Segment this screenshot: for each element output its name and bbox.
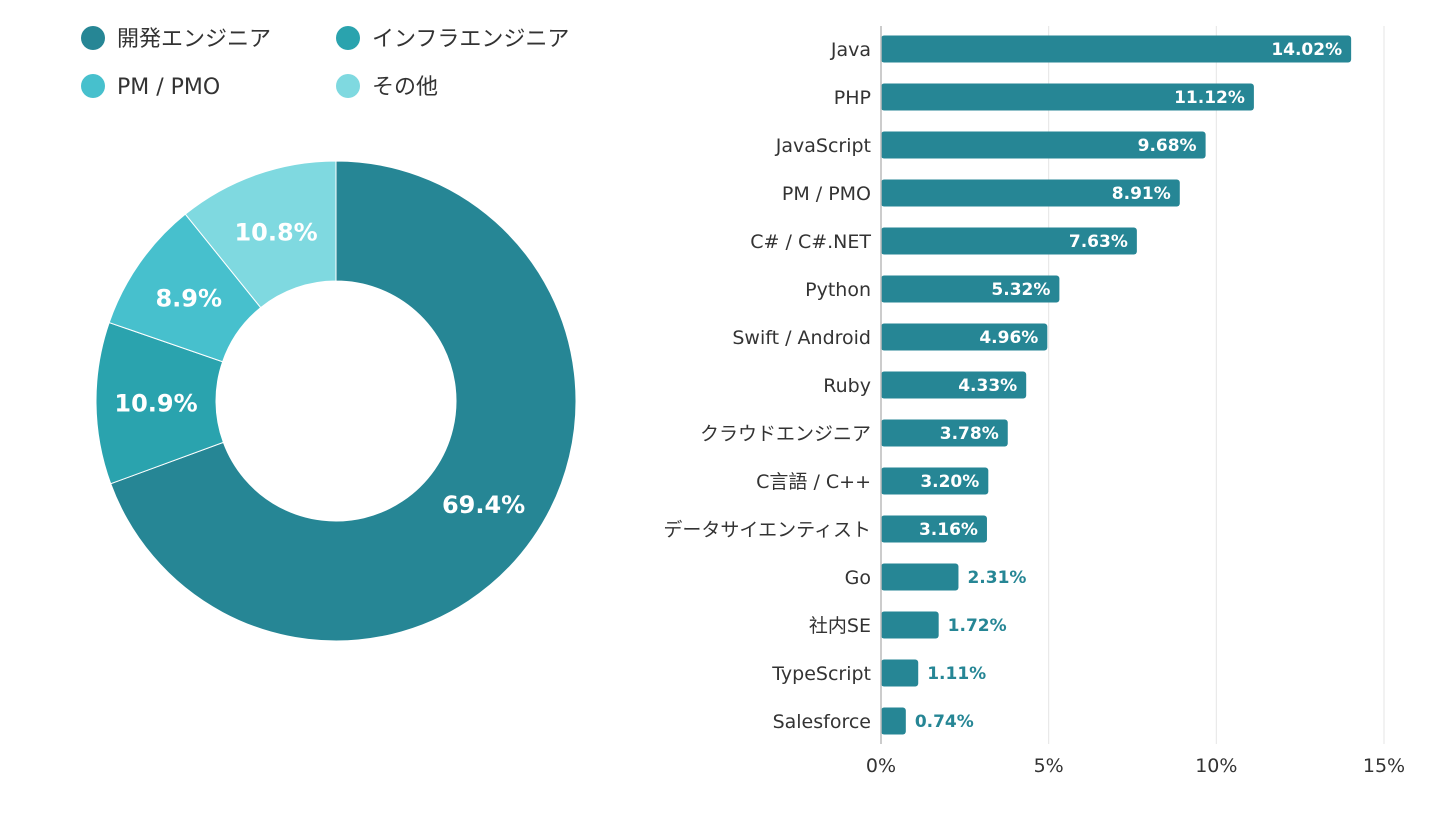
bar-x-axis: 0% 5% 10% 15%	[866, 26, 1405, 777]
bar-value-label: 5.32%	[991, 280, 1050, 300]
bar-value-label: 9.68%	[1138, 136, 1197, 156]
bar-row: TypeScript 1.11%	[771, 659, 986, 687]
category-label: Java	[830, 39, 871, 61]
bar-row: データサイエンティスト 3.16%	[663, 515, 987, 543]
bar	[881, 275, 1060, 303]
legend-item: PM / PMO	[81, 74, 220, 100]
legend-item: 開発エンジニア	[81, 26, 271, 52]
legend-swatch	[81, 26, 105, 50]
bar	[881, 83, 1254, 111]
bar-value-label: 3.20%	[920, 472, 979, 492]
category-label: 社内SE	[809, 615, 871, 637]
bar	[881, 611, 939, 639]
bar-value-label: 4.33%	[958, 376, 1017, 396]
donut-legend: 開発エンジニア インフラエンジニア PM / PMO その他	[81, 26, 569, 100]
bar	[881, 419, 1008, 447]
x-tick-label: 5%	[1034, 755, 1064, 777]
bar-value-label: 2.31%	[967, 568, 1026, 588]
bar	[881, 35, 1352, 63]
bar-row: Python 5.32%	[805, 275, 1060, 303]
bar-value-label: 14.02%	[1271, 40, 1342, 60]
category-label: データサイエンティスト	[663, 519, 871, 541]
donut-slice-label: 8.9%	[155, 284, 222, 312]
legend-item: インフラエンジニア	[336, 26, 569, 52]
category-label: クラウドエンジニア	[700, 423, 871, 445]
category-label: JavaScript	[775, 135, 871, 157]
bar-row: Ruby 4.33%	[823, 371, 1027, 399]
legend-label: その他	[372, 75, 438, 100]
legend-swatch	[81, 74, 105, 98]
bar-value-label: 1.11%	[927, 664, 986, 684]
bar	[881, 467, 989, 495]
bar-row: PM / PMO 8.91%	[782, 179, 1180, 207]
category-label: PM / PMO	[782, 183, 871, 205]
legend-swatch	[336, 74, 360, 98]
category-label: Go	[845, 567, 871, 589]
x-tick-label: 10%	[1195, 755, 1237, 777]
bar-value-label: 3.16%	[919, 520, 978, 540]
bar	[881, 323, 1048, 351]
bar	[881, 371, 1027, 399]
donut-slice-label: 69.4%	[442, 491, 525, 519]
legend-label: インフラエンジニア	[372, 27, 569, 52]
category-label: Salesforce	[773, 711, 871, 733]
bar-row: PHP 11.12%	[834, 83, 1254, 111]
bar	[881, 659, 919, 687]
donut-chart: 69.4% 10.9% 8.9% 10.8%	[95, 160, 577, 642]
bar-value-label: 0.74%	[915, 712, 974, 732]
bar	[881, 131, 1206, 159]
category-label: C# / C#.NET	[750, 231, 871, 253]
x-tick-label: 0%	[866, 755, 896, 777]
bar-value-label: 7.63%	[1069, 232, 1128, 252]
bar-row: C言語 / C++ 3.20%	[756, 467, 989, 495]
legend-item: その他	[336, 74, 438, 100]
legend-swatch	[336, 26, 360, 50]
donut-slice	[110, 160, 577, 642]
category-label: Ruby	[823, 375, 871, 397]
donut-slice-label: 10.9%	[114, 390, 197, 418]
bar-value-label: 3.78%	[940, 424, 999, 444]
bar-value-label: 4.96%	[979, 328, 1038, 348]
bar-value-label: 8.91%	[1112, 184, 1171, 204]
bar-row: クラウドエンジニア 3.78%	[700, 419, 1008, 447]
bar-row: C# / C#.NET 7.63%	[750, 227, 1137, 255]
category-label: Python	[805, 279, 871, 301]
bar-chart: Java 14.02% PHP 11.12% JavaScript 9.68% PM / P…	[663, 35, 1352, 735]
category-label: PHP	[834, 87, 871, 109]
bar-row: JavaScript 9.68%	[775, 131, 1206, 159]
donut-slice	[184, 160, 337, 309]
bar-row: Swift / Android 4.96%	[732, 323, 1048, 351]
category-label: TypeScript	[771, 663, 871, 685]
bar-row: Salesforce 0.74%	[773, 707, 974, 735]
bar-value-label: 1.72%	[948, 616, 1007, 636]
bar	[881, 227, 1137, 255]
bar	[881, 563, 959, 591]
bar-row: Go 2.31%	[845, 563, 1026, 591]
bar	[881, 179, 1180, 207]
x-tick-label: 15%	[1363, 755, 1405, 777]
category-label: Swift / Android	[732, 327, 871, 349]
bar	[881, 707, 906, 735]
category-label: C言語 / C++	[756, 471, 871, 493]
bar-value-label: 11.12%	[1174, 88, 1245, 108]
bar-row: 社内SE 1.72%	[809, 611, 1007, 639]
donut-slice-label: 10.8%	[234, 218, 317, 246]
bar-row: Java 14.02%	[830, 35, 1352, 63]
bar	[881, 515, 987, 543]
legend-label: 開発エンジニア	[117, 27, 271, 52]
legend-label: PM / PMO	[117, 75, 220, 100]
